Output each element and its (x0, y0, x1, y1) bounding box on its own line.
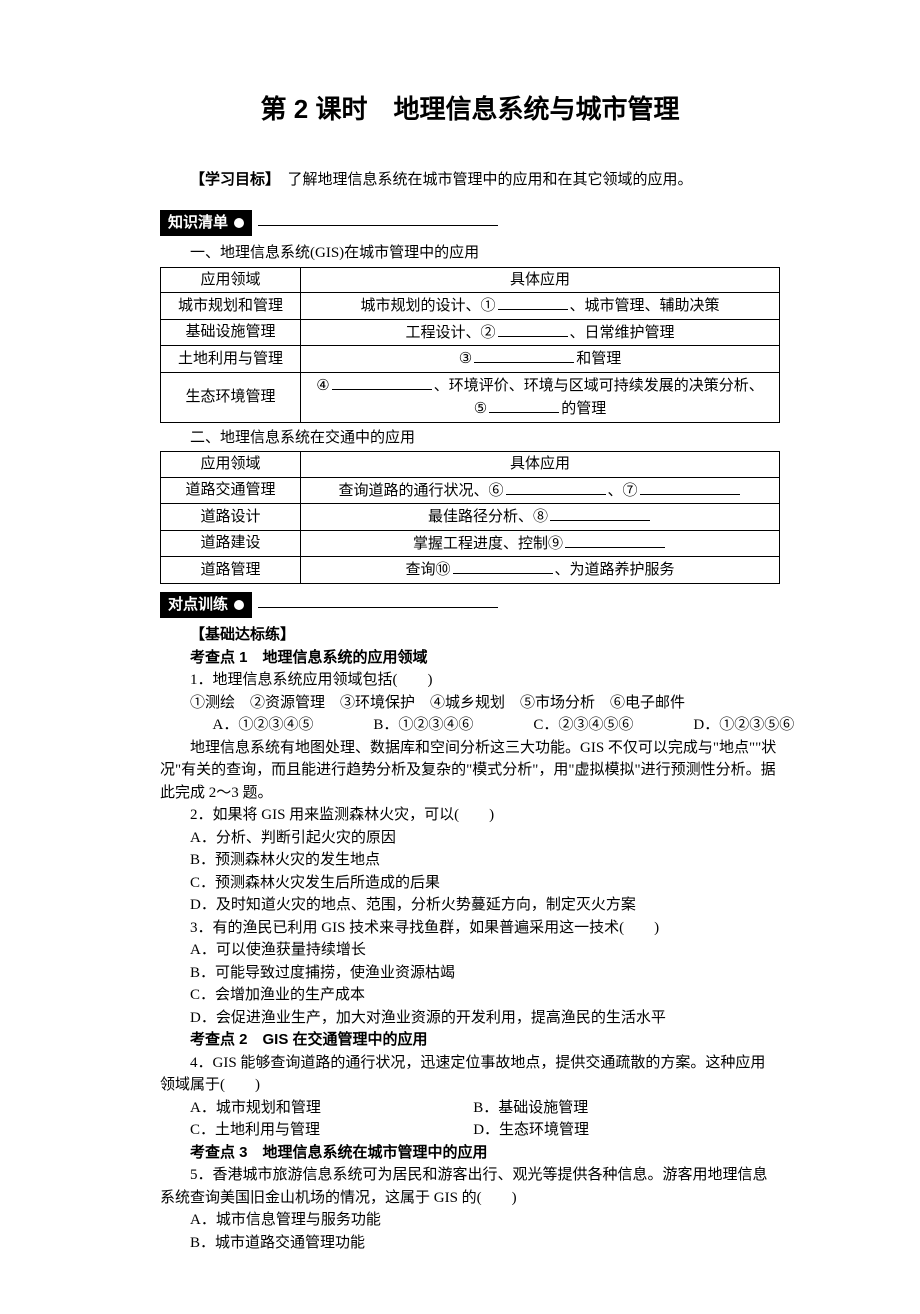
q2-stem: 2．如果将 GIS 用来监测森林火灾，可以( ) (160, 804, 780, 827)
badge-rule-icon (258, 607, 498, 608)
cell-detail: 城市规划的设计、①、城市管理、辅助决策 (301, 293, 780, 320)
th-domain: 应用领域 (161, 267, 301, 293)
q4-opt-b[interactable]: B．基础设施管理 (473, 1097, 756, 1120)
q5-opt-a[interactable]: A．城市信息管理与服务功能 (160, 1209, 780, 1232)
learning-goal: 【学习目标】 了解地理信息系统在城市管理中的应用和在其它领域的应用。 (160, 169, 780, 192)
practice-heading: 对点训练 (160, 592, 780, 619)
exercise-body: 【基础达标练】 考查点 1 地理信息系统的应用领域 1．地理信息系统应用领域包括… (160, 624, 780, 1254)
blank-2[interactable] (498, 321, 568, 337)
kq2: 考查点 2 GIS 在交通管理中的应用 (160, 1029, 780, 1052)
table-row: 道路建设 掌握工程进度、控制⑨ (161, 530, 780, 557)
cell-detail: ③和管理 (301, 346, 780, 373)
cell-domain: 道路交通管理 (161, 477, 301, 504)
q4-opt-d[interactable]: D．生态环境管理 (473, 1119, 756, 1142)
blank-4[interactable] (332, 374, 432, 390)
cell-domain: 生态环境管理 (161, 372, 301, 422)
q1-opt-b[interactable]: B．①②③④⑥ (373, 714, 473, 737)
q1-items: ①测绘 ②资源管理 ③环境保护 ④城乡规划 ⑤市场分析 ⑥电子邮件 (160, 692, 780, 715)
blank-8[interactable] (550, 505, 650, 521)
cell-domain: 道路建设 (161, 530, 301, 557)
th-detail: 具体应用 (301, 452, 780, 478)
q3-stem: 3．有的渔民已利用 GIS 技术来寻找鱼群，如果普遍采用这一技术( ) (160, 917, 780, 940)
q5-opt-b[interactable]: B．城市道路交通管理功能 (160, 1232, 780, 1255)
cell-domain: 基础设施管理 (161, 319, 301, 346)
q4-options: A．城市规划和管理 B．基础设施管理 C．土地利用与管理 D．生态环境管理 (190, 1097, 780, 1142)
q2-opt-c[interactable]: C．预测森林火灾发生后所造成的后果 (160, 872, 780, 895)
q1-opt-c[interactable]: C．②③④⑤⑥ (533, 714, 633, 737)
knowledge-list-heading: 知识清单 (160, 210, 780, 237)
cell-domain: 城市规划和管理 (161, 293, 301, 320)
cell-domain: 道路设计 (161, 504, 301, 531)
blank-7[interactable] (640, 479, 740, 495)
q2-opt-d[interactable]: D．及时知道火灾的地点、范围，分析火势蔓延方向，制定灭火方案 (160, 894, 780, 917)
cell-detail: ④、环境评价、环境与区域可持续发展的决策分析、⑤的管理 (301, 372, 780, 422)
table-row: 土地利用与管理 ③和管理 (161, 346, 780, 373)
lesson-title: 第 2 课时 地理信息系统与城市管理 (160, 90, 780, 129)
blank-10[interactable] (453, 558, 553, 574)
table-row: 生态环境管理 ④、环境评价、环境与区域可持续发展的决策分析、⑤的管理 (161, 372, 780, 422)
q1-options: A．①②③④⑤ B．①②③④⑥ C．②③④⑤⑥ D．①②③⑤⑥ (213, 714, 781, 737)
q2-opt-a[interactable]: A．分析、判断引起火灾的原因 (160, 827, 780, 850)
badge-knowledge: 知识清单 (160, 210, 252, 237)
q3-opt-c[interactable]: C．会增加渔业的生产成本 (160, 984, 780, 1007)
q1-opt-d[interactable]: D．①②③⑤⑥ (693, 714, 794, 737)
q3-opt-d[interactable]: D．会促进渔业生产，加大对渔业资源的开发利用，提高渔民的生活水平 (160, 1007, 780, 1030)
table-gis-traffic: 应用领域 具体应用 道路交通管理 查询道路的通行状况、⑥、⑦ 道路设计 最佳路径… (160, 451, 780, 584)
goal-label: 【学习目标】 (190, 171, 273, 188)
q1-opt-a[interactable]: A．①②③④⑤ (213, 714, 314, 737)
blank-9[interactable] (565, 532, 665, 548)
q4-stem: 4．GIS 能够查询道路的通行状况，迅速定位事故地点，提供交通疏散的方案。这种应… (160, 1052, 780, 1097)
page: 第 2 课时 地理信息系统与城市管理 【学习目标】 了解地理信息系统在城市管理中… (0, 0, 920, 1314)
badge-practice: 对点训练 (160, 592, 252, 619)
cell-detail: 掌握工程进度、控制⑨ (301, 530, 780, 557)
q5-stem: 5．香港城市旅游信息系统可为居民和游客出行、观光等提供各种信息。游客用地理信息系… (160, 1164, 780, 1209)
table-gis-city: 应用领域 具体应用 城市规划和管理 城市规划的设计、①、城市管理、辅助决策 基础… (160, 267, 780, 423)
table-row: 城市规划和管理 城市规划的设计、①、城市管理、辅助决策 (161, 293, 780, 320)
badge-rule-icon (258, 225, 498, 226)
th-domain: 应用领域 (161, 452, 301, 478)
table-header-row: 应用领域 具体应用 (161, 267, 780, 293)
passage-text: 地理信息系统有地图处理、数据库和空间分析这三大功能。GIS 不仅可以完成与"地点… (160, 737, 780, 805)
q2-opt-b[interactable]: B．预测森林火灾的发生地点 (160, 849, 780, 872)
q1-stem: 1．地理信息系统应用领域包括( ) (160, 669, 780, 692)
cell-domain: 道路管理 (161, 557, 301, 584)
blank-5[interactable] (489, 397, 559, 413)
blank-6[interactable] (506, 479, 606, 495)
q4-opt-a[interactable]: A．城市规划和管理 (190, 1097, 473, 1120)
q4-opt-c[interactable]: C．土地利用与管理 (190, 1119, 473, 1142)
table-row: 道路设计 最佳路径分析、⑧ (161, 504, 780, 531)
q3-opt-b[interactable]: B．可能导致过度捕捞，使渔业资源枯竭 (160, 962, 780, 985)
table-header-row: 应用领域 具体应用 (161, 452, 780, 478)
kq3: 考查点 3 地理信息系统在城市管理中的应用 (160, 1142, 780, 1165)
section-1-title: 一、地理信息系统(GIS)在城市管理中的应用 (160, 242, 780, 265)
th-detail: 具体应用 (301, 267, 780, 293)
q3-opt-a[interactable]: A．可以使渔获量持续增长 (160, 939, 780, 962)
cell-detail: 查询⑩、为道路养护服务 (301, 557, 780, 584)
cell-detail: 查询道路的通行状况、⑥、⑦ (301, 477, 780, 504)
blank-1[interactable] (498, 294, 568, 310)
cell-detail: 最佳路径分析、⑧ (301, 504, 780, 531)
cell-domain: 土地利用与管理 (161, 346, 301, 373)
table-row: 道路交通管理 查询道路的通行状况、⑥、⑦ (161, 477, 780, 504)
basic-label: 【基础达标练】 (160, 624, 780, 647)
kq1: 考查点 1 地理信息系统的应用领域 (160, 647, 780, 670)
cell-detail: 工程设计、②、日常维护管理 (301, 319, 780, 346)
table-row: 基础设施管理 工程设计、②、日常维护管理 (161, 319, 780, 346)
table-row: 道路管理 查询⑩、为道路养护服务 (161, 557, 780, 584)
goal-text: 了解地理信息系统在城市管理中的应用和在其它领域的应用。 (273, 172, 693, 188)
section-2-title: 二、地理信息系统在交通中的应用 (160, 427, 780, 450)
blank-3[interactable] (474, 347, 574, 363)
